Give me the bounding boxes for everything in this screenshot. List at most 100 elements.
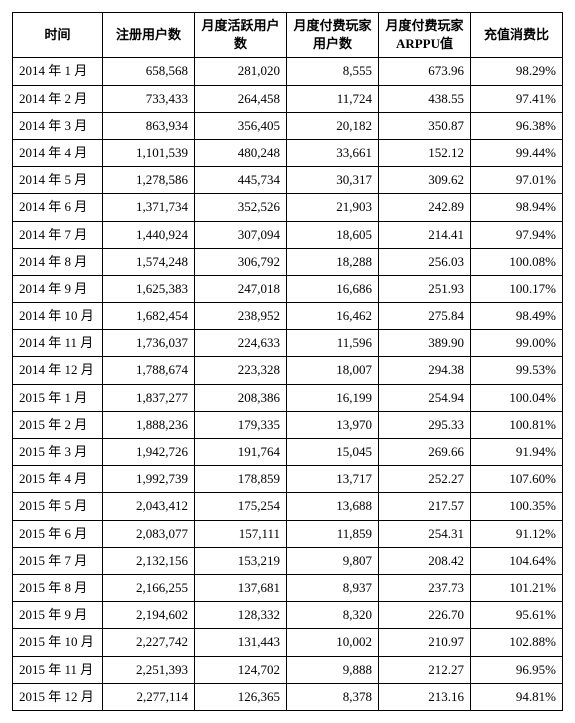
user-stats-table: 时间 注册用户数 月度活跃用户数 月度付费玩家用户数 月度付费玩家ARPPU值 … — [12, 12, 563, 711]
cell-value: 251.93 — [379, 275, 471, 302]
cell-value: 104.64% — [471, 547, 563, 574]
cell-time: 2015 年 9 月 — [13, 602, 103, 629]
cell-value: 99.53% — [471, 357, 563, 384]
cell-value: 438.55 — [379, 85, 471, 112]
cell-value: 208,386 — [195, 384, 287, 411]
cell-value: 226.70 — [379, 602, 471, 629]
cell-time: 2014 年 9 月 — [13, 275, 103, 302]
cell-time: 2014 年 1 月 — [13, 58, 103, 85]
cell-time: 2014 年 4 月 — [13, 139, 103, 166]
cell-value: 256.03 — [379, 248, 471, 275]
table-row: 2014 年 7 月1,440,924307,09418,605214.4197… — [13, 221, 563, 248]
cell-value: 100.81% — [471, 411, 563, 438]
cell-value: 191,764 — [195, 439, 287, 466]
cell-value: 1,574,248 — [103, 248, 195, 275]
cell-time: 2014 年 12 月 — [13, 357, 103, 384]
cell-value: 208.42 — [379, 547, 471, 574]
cell-value: 2,166,255 — [103, 574, 195, 601]
col-reg: 注册用户数 — [103, 13, 195, 58]
cell-value: 254.94 — [379, 384, 471, 411]
table-row: 2015 年 5 月2,043,412175,25413,688217.5710… — [13, 493, 563, 520]
table-body: 2014 年 1 月658,568281,0208,555673.9698.29… — [13, 58, 563, 711]
cell-value: 307,094 — [195, 221, 287, 248]
cell-value: 13,688 — [287, 493, 379, 520]
cell-time: 2015 年 11 月 — [13, 656, 103, 683]
table-row: 2014 年 11 月1,736,037224,63311,596389.909… — [13, 330, 563, 357]
cell-value: 2,083,077 — [103, 520, 195, 547]
table-row: 2015 年 8 月2,166,255137,6818,937237.73101… — [13, 574, 563, 601]
cell-value: 242.89 — [379, 194, 471, 221]
col-pay: 月度付费玩家用户数 — [287, 13, 379, 58]
cell-value: 1,942,726 — [103, 439, 195, 466]
cell-value: 30,317 — [287, 167, 379, 194]
cell-value: 269.66 — [379, 439, 471, 466]
cell-value: 8,555 — [287, 58, 379, 85]
cell-value: 96.95% — [471, 656, 563, 683]
cell-value: 100.04% — [471, 384, 563, 411]
cell-value: 247,018 — [195, 275, 287, 302]
cell-value: 1,888,236 — [103, 411, 195, 438]
cell-value: 10,002 — [287, 629, 379, 656]
cell-time: 2014 年 11 月 — [13, 330, 103, 357]
cell-value: 102.88% — [471, 629, 563, 656]
cell-value: 295.33 — [379, 411, 471, 438]
cell-value: 223,328 — [195, 357, 287, 384]
cell-value: 97.01% — [471, 167, 563, 194]
cell-value: 658,568 — [103, 58, 195, 85]
table-row: 2015 年 11 月2,251,393124,7029,888212.2796… — [13, 656, 563, 683]
cell-value: 8,320 — [287, 602, 379, 629]
cell-value: 16,686 — [287, 275, 379, 302]
cell-time: 2015 年 10 月 — [13, 629, 103, 656]
cell-value: 2,194,602 — [103, 602, 195, 629]
cell-value: 2,132,156 — [103, 547, 195, 574]
cell-value: 445,734 — [195, 167, 287, 194]
cell-value: 99.00% — [471, 330, 563, 357]
table-row: 2014 年 1 月658,568281,0208,555673.9698.29… — [13, 58, 563, 85]
cell-value: 126,365 — [195, 683, 287, 710]
cell-value: 99.44% — [471, 139, 563, 166]
cell-value: 9,807 — [287, 547, 379, 574]
cell-value: 2,227,742 — [103, 629, 195, 656]
cell-value: 97.41% — [471, 85, 563, 112]
table-row: 2015 年 9 月2,194,602128,3328,320226.7095.… — [13, 602, 563, 629]
cell-time: 2015 年 5 月 — [13, 493, 103, 520]
cell-value: 9,888 — [287, 656, 379, 683]
cell-value: 100.17% — [471, 275, 563, 302]
table-row: 2015 年 1 月1,837,277208,38616,199254.9410… — [13, 384, 563, 411]
cell-time: 2015 年 1 月 — [13, 384, 103, 411]
cell-value: 91.12% — [471, 520, 563, 547]
cell-value: 18,007 — [287, 357, 379, 384]
cell-value: 294.38 — [379, 357, 471, 384]
table-row: 2014 年 10 月1,682,454238,95216,462275.849… — [13, 303, 563, 330]
cell-value: 264,458 — [195, 85, 287, 112]
table-row: 2015 年 10 月2,227,742131,44310,002210.971… — [13, 629, 563, 656]
cell-time: 2014 年 8 月 — [13, 248, 103, 275]
cell-value: 157,111 — [195, 520, 287, 547]
cell-value: 13,717 — [287, 466, 379, 493]
cell-value: 1,788,674 — [103, 357, 195, 384]
table-row: 2014 年 5 月1,278,586445,73430,317309.6297… — [13, 167, 563, 194]
cell-time: 2015 年 8 月 — [13, 574, 103, 601]
cell-value: 352,526 — [195, 194, 287, 221]
cell-value: 128,332 — [195, 602, 287, 629]
cell-value: 153,219 — [195, 547, 287, 574]
cell-value: 98.29% — [471, 58, 563, 85]
table-row: 2015 年 12 月2,277,114126,3658,378213.1694… — [13, 683, 563, 710]
cell-value: 11,596 — [287, 330, 379, 357]
cell-time: 2015 年 7 月 — [13, 547, 103, 574]
table-row: 2014 年 3 月863,934356,40520,182350.8796.3… — [13, 112, 563, 139]
cell-value: 152.12 — [379, 139, 471, 166]
cell-value: 16,199 — [287, 384, 379, 411]
cell-value: 1,736,037 — [103, 330, 195, 357]
cell-value: 175,254 — [195, 493, 287, 520]
cell-value: 212.27 — [379, 656, 471, 683]
table-row: 2014 年 9 月1,625,383247,01816,686251.9310… — [13, 275, 563, 302]
cell-value: 33,661 — [287, 139, 379, 166]
cell-value: 96.38% — [471, 112, 563, 139]
col-ratio: 充值消费比 — [471, 13, 563, 58]
col-time: 时间 — [13, 13, 103, 58]
cell-time: 2015 年 12 月 — [13, 683, 103, 710]
cell-value: 91.94% — [471, 439, 563, 466]
table-row: 2014 年 6 月1,371,734352,52621,903242.8998… — [13, 194, 563, 221]
cell-value: 16,462 — [287, 303, 379, 330]
